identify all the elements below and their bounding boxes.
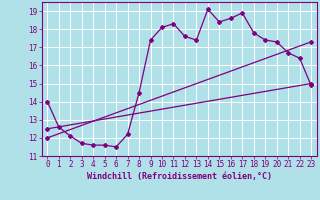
X-axis label: Windchill (Refroidissement éolien,°C): Windchill (Refroidissement éolien,°C) xyxy=(87,172,272,181)
